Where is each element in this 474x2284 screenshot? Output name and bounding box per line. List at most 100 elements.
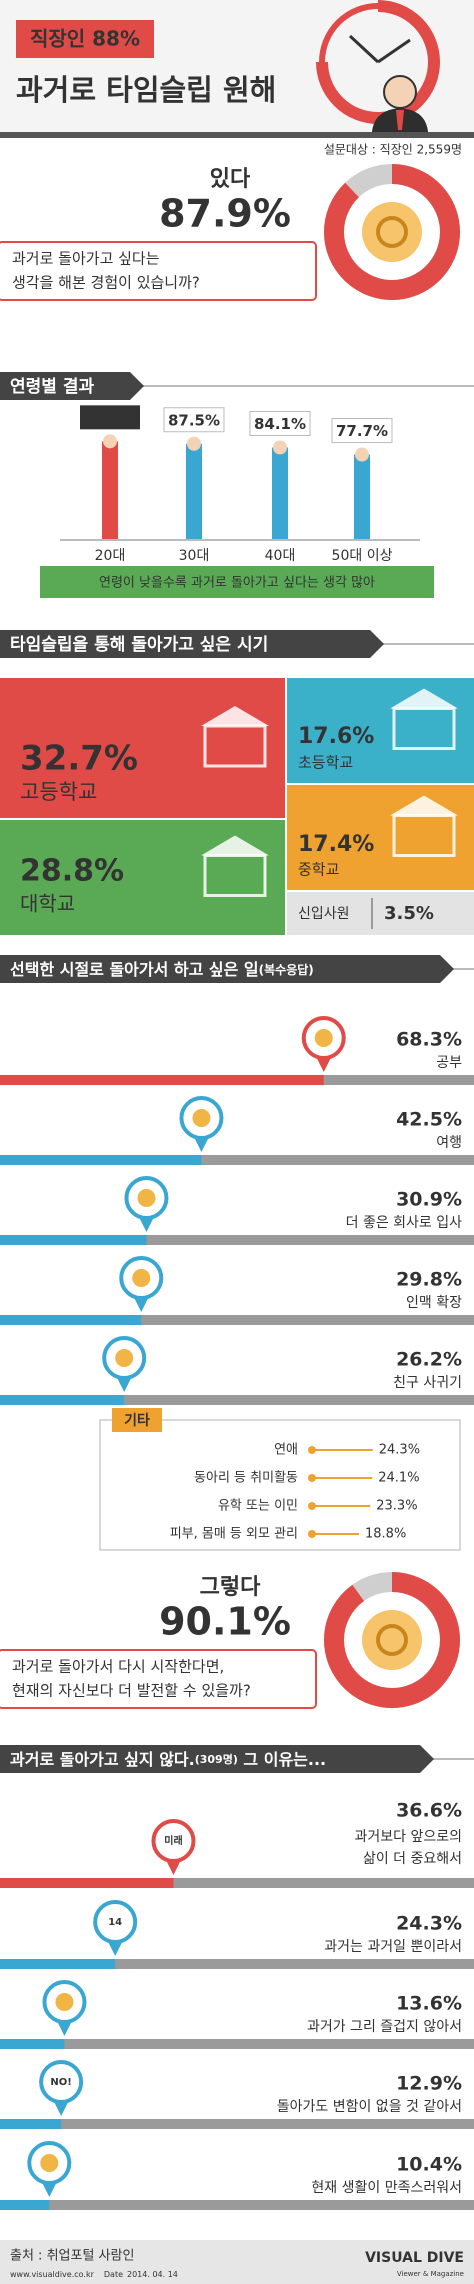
footer-date-label: Date [104, 2270, 123, 2279]
item-label: 돌아가도 변함이 없을 것 같아서 [277, 2099, 462, 2115]
pin-icon [314, 1029, 333, 1047]
question-box [0, 241, 317, 301]
footer-date: 2014. 04. 14 [127, 2270, 178, 2279]
section-tag [0, 630, 384, 658]
hand-icon [362, 202, 422, 262]
hand-icon [355, 447, 369, 462]
item-label: 과거보다 앞으로의 [355, 1829, 463, 1845]
building-roof [201, 706, 269, 726]
survey-info: 설문대상 : 직장인 2,559명 [324, 143, 462, 157]
hand-icon [273, 440, 287, 455]
donut-arc [324, 164, 460, 300]
question-text: 현재의 자신보다 더 발전할 수 있을까? [12, 1682, 251, 1700]
age-category: 20대 [95, 548, 126, 564]
bar-track [0, 1315, 474, 1325]
section-title-part: 과거로 돌아가고 싶지 않다. [10, 1750, 195, 1769]
age-category: 40대 [265, 548, 296, 564]
item-label: 삶이 더 중요해서 [363, 1851, 462, 1867]
bar [0, 2119, 62, 2129]
etc-dot [308, 1474, 316, 1482]
item-label: 현재 생활이 만족스러워서 [311, 2180, 462, 2196]
bar-track [0, 1155, 474, 1165]
pin-marker [151, 1819, 196, 1863]
bar-track [0, 1235, 474, 1245]
section-tag [0, 1745, 434, 1773]
etc-value: 18.8% [365, 1527, 406, 1542]
etc-dot [308, 1502, 316, 1510]
item-value: 24.3% [396, 1913, 462, 1935]
etc-label: 유학 또는 이민 [218, 1499, 298, 1514]
bar [0, 1155, 202, 1165]
pin-icon [137, 1189, 156, 1207]
donut-arc [324, 1572, 460, 1708]
age-note: 연령이 낮을수록 과거로 돌아가고 싶다는 생각 많아 [99, 576, 375, 591]
bar [0, 1959, 116, 1969]
pin-marker [93, 1900, 138, 1944]
hand-icon [103, 434, 117, 449]
question-text: 과거로 돌아가서 다시 시작한다면, [12, 1658, 224, 1676]
header-band [0, 132, 474, 138]
pin-icon [132, 1269, 151, 1287]
footer-site: www.visualdive.co.kr [10, 2270, 95, 2279]
section-title-part: 타임슬립을 통해 돌아가고 싶은 시기 [10, 634, 268, 655]
building-roof [390, 795, 458, 816]
age-value-label: 77.7% [336, 422, 388, 440]
bar [0, 1235, 147, 1245]
badge-box [16, 20, 154, 58]
question-text: 과거로 돌아가고 싶다는 [12, 250, 160, 268]
age-category: 30대 [179, 548, 210, 564]
period-category: 고등학교 [20, 780, 97, 804]
hand-icon-ring [376, 1624, 408, 1656]
man-tie [396, 110, 404, 130]
period-box [287, 785, 474, 890]
footer-brand-sub: Viewer & Magazine [397, 2270, 464, 2278]
hand-icon [362, 1610, 422, 1670]
item-label: 여행 [436, 1135, 462, 1151]
building-roof [201, 835, 269, 856]
age-bar [272, 447, 288, 540]
period-category: 신입사원 [298, 906, 350, 922]
item-value: 36.6% [396, 1800, 462, 1822]
etc-label: 피부, 몸매 등 외모 관리 [170, 1527, 298, 1542]
period-box [287, 678, 474, 783]
bar-track [0, 2039, 474, 2049]
item-label: 과거는 과거일 뿐이라서 [324, 1939, 462, 1955]
bar [0, 1075, 324, 1085]
age-label-box [249, 410, 311, 436]
item-value: 68.3% [396, 1029, 462, 1051]
answer-percent: 87.9% [159, 192, 291, 236]
section-title-part: 선택한 시절로 돌아가서 하고 싶은 일 [10, 960, 259, 979]
age-note-box [40, 566, 434, 598]
period-category: 초등학교 [298, 754, 353, 772]
period-value: 32.7% [20, 739, 138, 779]
bar-track [0, 2200, 474, 2210]
bar-track [0, 2119, 474, 2129]
etc-dot [308, 1446, 316, 1454]
section-tag [0, 372, 144, 400]
age-value-label: 87.5% [168, 411, 220, 429]
section-title: 연령별 결과 [10, 376, 94, 397]
bar [0, 2200, 50, 2210]
item-value: 29.8% [396, 1269, 462, 1291]
bar [0, 1315, 142, 1325]
pin-icon [55, 1993, 74, 2011]
item-label: 친구 사귀기 [393, 1375, 462, 1391]
footer-source: 출처 : 취업포털 사람인 [10, 2249, 134, 2264]
period-value: 28.8% [20, 854, 124, 889]
period-category: 중학교 [298, 861, 339, 879]
main-title: 과거로 타임슬립 원해 [16, 73, 276, 107]
bar [0, 1395, 125, 1405]
pin-icon [192, 1109, 211, 1127]
age-label-box [80, 405, 140, 430]
bar [0, 2039, 65, 2049]
etc-dot [308, 1530, 316, 1538]
clock-hand [377, 38, 411, 64]
item-value: 10.4% [396, 2154, 462, 2176]
item-value: 26.2% [396, 1349, 462, 1371]
icon-text: 14 [108, 1917, 122, 1928]
item-label: 인맥 확장 [406, 1295, 462, 1311]
section-title-part: (309명) [195, 1752, 238, 1766]
period-value: 3.5% [384, 903, 434, 924]
building-roof [390, 688, 458, 709]
period-box [287, 892, 474, 935]
